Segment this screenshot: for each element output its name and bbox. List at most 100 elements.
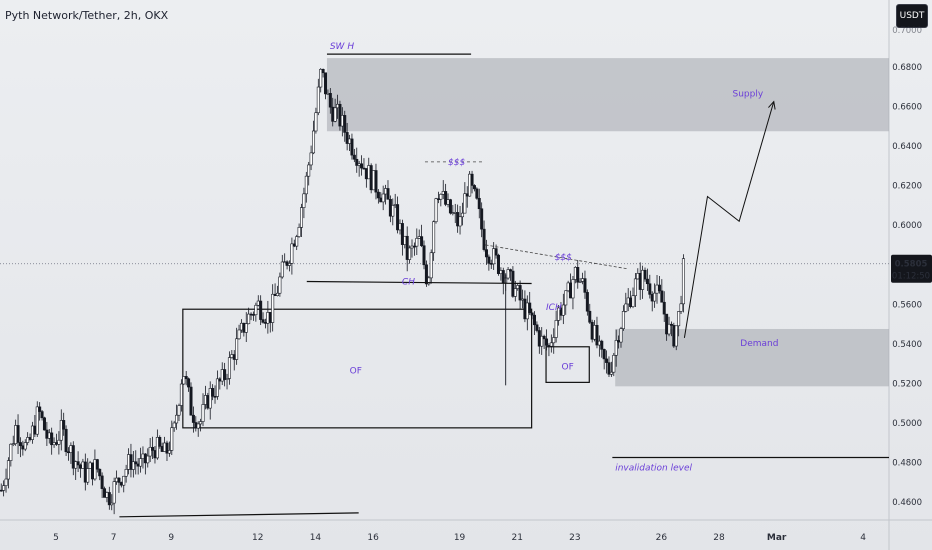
- candle-body: [292, 243, 296, 247]
- candle-body: [345, 132, 349, 144]
- candle-body: [98, 468, 102, 477]
- candle-body: [480, 208, 484, 230]
- candle-body: [239, 322, 243, 331]
- candle-body: [552, 337, 556, 344]
- candle-body: [14, 425, 18, 444]
- candle-body: [475, 188, 479, 199]
- candle-body: [384, 188, 388, 195]
- x-tick-label: Mar: [767, 533, 787, 543]
- candle-body: [266, 312, 270, 324]
- ch-line: [306, 280, 532, 285]
- candle-body: [564, 290, 568, 306]
- candle-body: [117, 477, 121, 483]
- candle-body: [33, 425, 37, 435]
- candle-body: [655, 284, 659, 294]
- candle-body: [223, 369, 227, 380]
- candle-body: [463, 193, 467, 214]
- candle-body: [439, 193, 443, 200]
- x-tick-label: 26: [656, 533, 668, 543]
- candle-body: [143, 453, 147, 464]
- candle-body: [612, 354, 616, 373]
- candle-body: [146, 455, 150, 464]
- candle-body: [472, 185, 476, 190]
- candle-body: [499, 270, 503, 274]
- candle-body: [427, 277, 431, 285]
- candle-body: [540, 335, 544, 347]
- candle-body: [283, 261, 287, 264]
- candle-body: [79, 464, 83, 469]
- candle-body: [302, 193, 306, 208]
- candle-body: [175, 414, 179, 424]
- candle-body: [458, 216, 462, 227]
- candle-body: [184, 376, 188, 380]
- candle-body: [424, 264, 428, 285]
- candle-body: [494, 248, 498, 256]
- candle-body: [2, 485, 6, 491]
- candle-body: [415, 238, 419, 247]
- candle-body: [107, 492, 111, 506]
- liquidity-mid-label: $$$: [555, 253, 572, 263]
- candle-body: [441, 191, 445, 195]
- ich-label: ICH: [546, 303, 562, 313]
- candle-body: [100, 475, 104, 489]
- candle-body: [151, 446, 155, 451]
- candle-body: [177, 405, 181, 416]
- candle-body: [569, 282, 573, 299]
- x-tick-label: 5: [53, 533, 59, 543]
- candle-body: [566, 282, 570, 292]
- candle-body: [215, 378, 219, 397]
- candle-body: [199, 421, 203, 425]
- candle-body: [585, 292, 589, 312]
- candle-body: [26, 437, 30, 443]
- candle-body: [554, 320, 558, 338]
- currency-badge[interactable]: USDT: [896, 4, 928, 28]
- candle-body: [141, 453, 145, 459]
- candle-body: [230, 354, 234, 358]
- candle-body: [674, 325, 678, 347]
- swing-high-label: SW H: [330, 42, 354, 52]
- candle-body: [364, 168, 368, 180]
- candle-body: [158, 437, 162, 447]
- candle-body: [103, 488, 107, 498]
- demand-zone: [615, 328, 889, 387]
- candle-body: [609, 371, 613, 375]
- candle-body: [290, 243, 294, 264]
- candle-body: [650, 294, 654, 302]
- candle-body: [227, 357, 231, 379]
- candle-body: [57, 439, 61, 445]
- price-tag: [891, 254, 932, 283]
- y-tick-label: 0.4600: [892, 498, 922, 508]
- candle-body: [388, 199, 392, 217]
- candle-body: [631, 295, 635, 307]
- candle-body: [379, 197, 383, 203]
- liquidity-top-label: $$$: [448, 158, 465, 168]
- x-tick-label: 14: [310, 533, 322, 543]
- candle-body: [261, 319, 265, 323]
- y-tick-label: 0.6400: [892, 142, 922, 152]
- candle-body: [179, 383, 183, 406]
- candle-body: [244, 323, 248, 333]
- candle-body: [420, 236, 424, 247]
- candle-body: [405, 235, 409, 260]
- candle-body: [672, 325, 676, 347]
- supply-label: Supply: [732, 90, 763, 100]
- candles-group: [0, 68, 685, 515]
- candle-body: [434, 198, 438, 223]
- candle-body: [275, 292, 279, 296]
- candle-body: [271, 293, 275, 323]
- candle-body: [182, 376, 186, 385]
- x-tick-label: 16: [367, 533, 379, 543]
- candle-body: [432, 221, 436, 254]
- candle-body: [624, 303, 628, 312]
- candle-body: [396, 204, 400, 231]
- candle-body: [547, 345, 551, 347]
- candle-body: [633, 278, 637, 297]
- candle-body: [259, 300, 263, 320]
- candle-body: [516, 285, 520, 289]
- low-trendline: [119, 512, 359, 518]
- candle-body: [583, 278, 587, 293]
- ch-label: CH: [402, 278, 415, 288]
- candle-body: [677, 311, 681, 327]
- candle-body: [220, 369, 224, 382]
